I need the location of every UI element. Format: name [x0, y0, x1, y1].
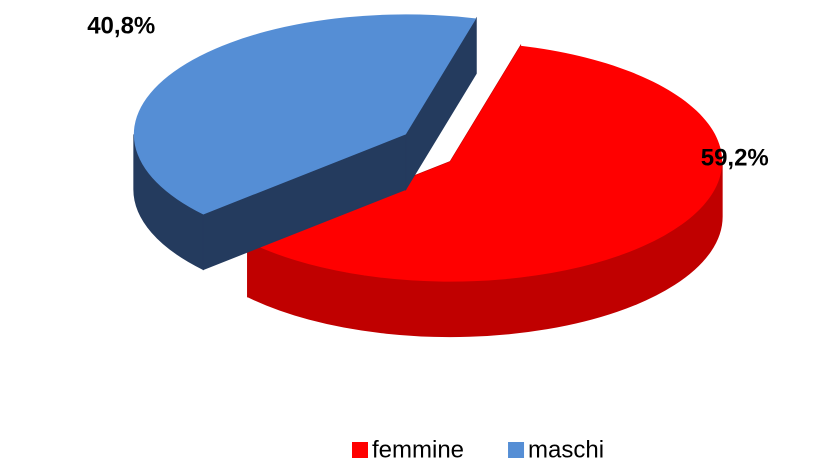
legend-swatch — [508, 442, 525, 458]
legend-swatch — [352, 442, 368, 458]
legend-label: maschi — [528, 436, 604, 463]
legend-label: femmine — [372, 436, 464, 463]
slice — [133, 14, 477, 215]
data-label: 40,8% — [87, 12, 155, 39]
slice — [247, 45, 723, 282]
data-label: 59,2% — [701, 144, 769, 171]
slice-side — [133, 134, 204, 271]
